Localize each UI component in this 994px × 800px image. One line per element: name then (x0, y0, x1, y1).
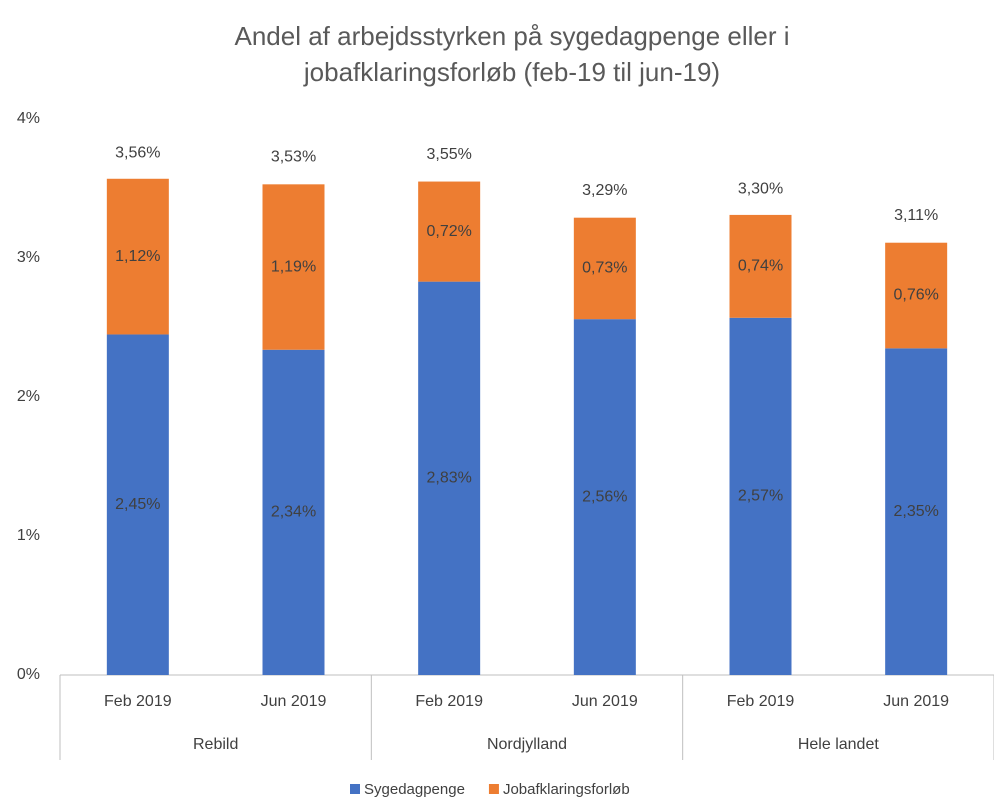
total-label: 3,11% (894, 207, 938, 224)
y-tick-label: 0% (17, 666, 40, 683)
x-tick-label: Feb 2019 (104, 693, 172, 710)
chart-title: jobafklaringsforløb (feb-19 til jun-19) (303, 57, 720, 87)
group-label: Rebild (193, 736, 238, 753)
bar-segment (729, 214, 792, 318)
total-label: 3,55% (426, 146, 471, 163)
value-label: 2,34% (271, 504, 316, 521)
chart-title: Andel af arbejdsstyrken på sygedagpenge … (234, 21, 789, 51)
value-label: 1,12% (115, 248, 160, 265)
y-tick-label: 3% (17, 249, 40, 266)
value-label: 0,74% (738, 258, 783, 275)
value-label: 0,76% (893, 287, 938, 304)
y-tick-label: 4% (17, 110, 40, 127)
legend-swatch (350, 784, 360, 794)
value-label: 0,72% (426, 223, 471, 240)
group-label: Hele landet (798, 736, 880, 753)
x-tick-label: Jun 2019 (883, 693, 949, 710)
bar-segment (573, 217, 636, 320)
bar-segment (106, 178, 169, 335)
x-tick-label: Feb 2019 (727, 693, 795, 710)
value-label: 2,57% (738, 488, 783, 505)
bar-segment (418, 281, 481, 675)
value-label: 0,73% (582, 260, 627, 277)
value-label: 2,35% (893, 503, 938, 520)
legend-label: Sygedagpenge (364, 781, 465, 798)
total-label: 3,53% (271, 149, 316, 166)
value-label: 1,19% (271, 258, 316, 275)
bar-segment (262, 184, 325, 350)
total-label: 3,56% (115, 144, 160, 161)
bar-segment (885, 242, 948, 349)
x-tick-label: Feb 2019 (415, 693, 483, 710)
bar-segment (418, 181, 481, 282)
value-label: 2,83% (426, 470, 471, 487)
bar-segment (885, 348, 948, 675)
bar-segment (262, 349, 325, 675)
value-label: 2,45% (115, 496, 160, 513)
y-tick-label: 2% (17, 388, 40, 405)
bar-segment (573, 319, 636, 675)
x-tick-label: Jun 2019 (261, 693, 327, 710)
legend-label: Jobafklaringsforløb (503, 781, 630, 798)
group-label: Nordjylland (487, 736, 567, 753)
x-tick-label: Jun 2019 (572, 693, 638, 710)
y-tick-label: 1% (17, 527, 40, 544)
total-label: 3,29% (582, 182, 627, 199)
bar-segment (106, 334, 169, 675)
total-label: 3,30% (738, 181, 783, 198)
bar-segment (729, 317, 792, 675)
legend-swatch (488, 784, 499, 794)
value-label: 2,56% (582, 488, 627, 505)
